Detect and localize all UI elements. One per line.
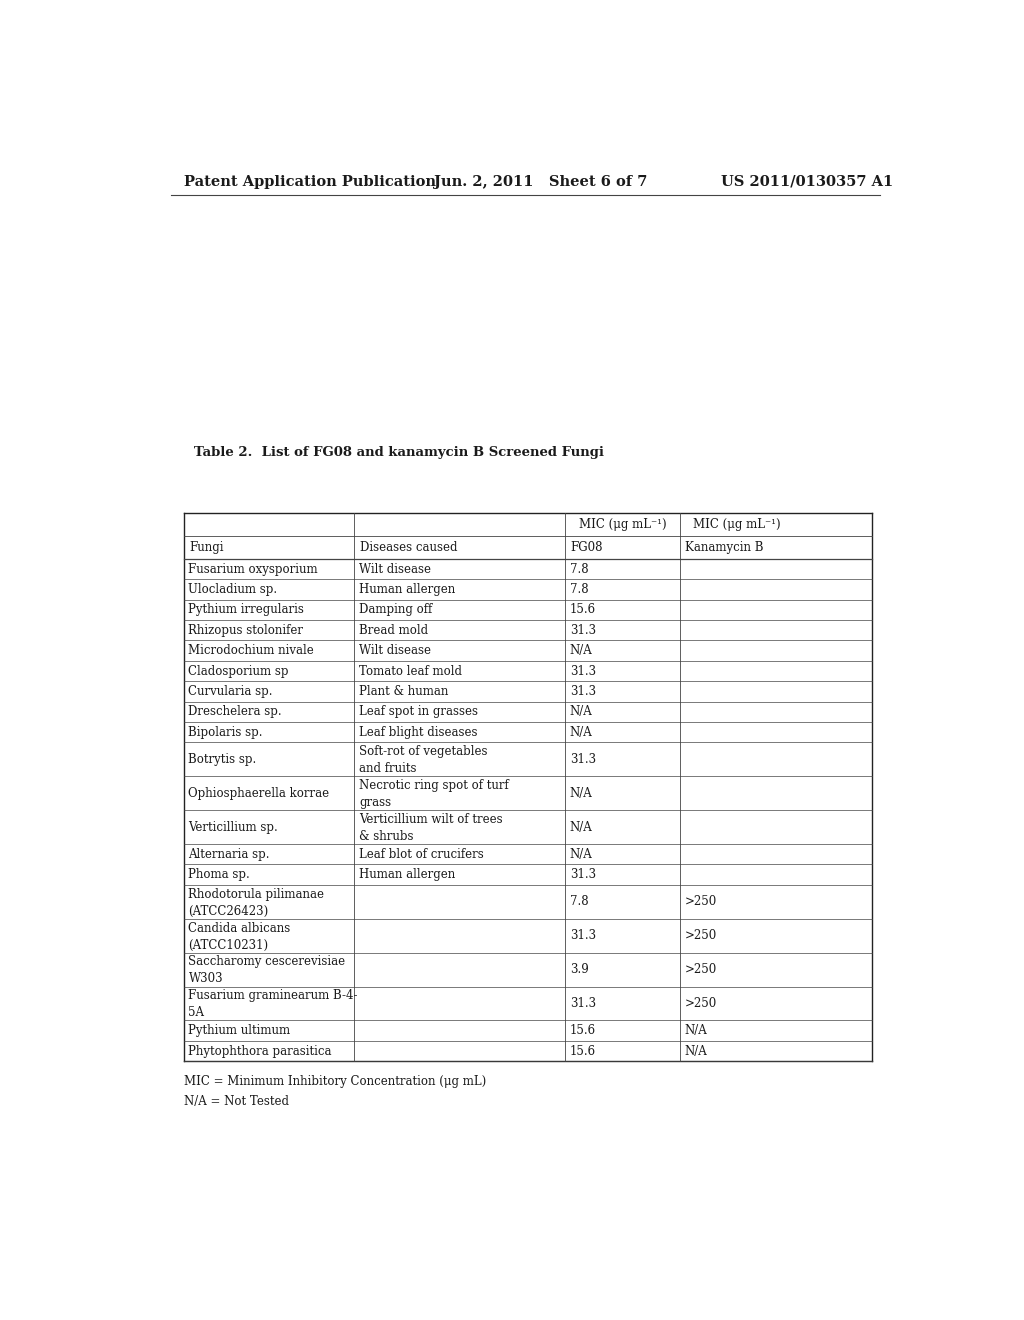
Text: 7.8: 7.8 <box>569 583 589 595</box>
Text: (ATCC10231): (ATCC10231) <box>188 939 268 952</box>
Text: Fusarium graminearum B-4-: Fusarium graminearum B-4- <box>188 990 358 1002</box>
Text: Wilt disease: Wilt disease <box>359 562 431 576</box>
Text: 5A: 5A <box>188 1006 205 1019</box>
Text: Jun. 2, 2011   Sheet 6 of 7: Jun. 2, 2011 Sheet 6 of 7 <box>434 174 647 189</box>
Text: >250: >250 <box>684 964 717 975</box>
Text: 7.8: 7.8 <box>569 562 589 576</box>
Text: Leaf blot of crucifers: Leaf blot of crucifers <box>359 847 483 861</box>
Text: Fungi: Fungi <box>189 541 223 554</box>
Text: Diseases caused: Diseases caused <box>359 541 458 554</box>
Text: N/A: N/A <box>569 847 593 861</box>
Text: Fusarium oxysporium: Fusarium oxysporium <box>188 562 318 576</box>
Text: grass: grass <box>359 796 391 809</box>
Text: (ATCC26423): (ATCC26423) <box>188 904 268 917</box>
Text: >250: >250 <box>684 895 717 908</box>
Text: Ophiosphaerella korrae: Ophiosphaerella korrae <box>188 787 330 800</box>
Text: Bread mold: Bread mold <box>359 624 428 636</box>
Text: 31.3: 31.3 <box>569 752 596 766</box>
Text: Candida albicans: Candida albicans <box>188 921 291 935</box>
Text: Human allergen: Human allergen <box>359 583 456 595</box>
Text: MIC (μg mL⁻¹): MIC (μg mL⁻¹) <box>579 517 667 531</box>
Text: Bipolaris sp.: Bipolaris sp. <box>188 726 263 739</box>
Text: Ulocladium sp.: Ulocladium sp. <box>188 583 278 595</box>
Text: 15.6: 15.6 <box>569 1024 596 1038</box>
Text: Verticillium wilt of trees: Verticillium wilt of trees <box>359 813 503 826</box>
Text: N/A: N/A <box>684 1024 708 1038</box>
Text: 31.3: 31.3 <box>569 664 596 677</box>
Text: 15.6: 15.6 <box>569 1044 596 1057</box>
Text: Patent Application Publication: Patent Application Publication <box>183 174 436 189</box>
Text: >250: >250 <box>684 929 717 942</box>
Text: Human allergen: Human allergen <box>359 869 456 882</box>
Text: MIC (μg mL⁻¹): MIC (μg mL⁻¹) <box>693 517 781 531</box>
Text: 31.3: 31.3 <box>569 997 596 1010</box>
Text: N/A: N/A <box>569 644 593 657</box>
Text: N/A: N/A <box>569 726 593 739</box>
Text: N/A = Not Tested: N/A = Not Tested <box>183 1096 289 1107</box>
Text: Dreschelera sp.: Dreschelera sp. <box>188 705 282 718</box>
Text: Rhizopus stolonifer: Rhizopus stolonifer <box>188 624 303 636</box>
Text: 31.3: 31.3 <box>569 869 596 882</box>
Text: US 2011/0130357 A1: US 2011/0130357 A1 <box>721 174 893 189</box>
Text: Soft-rot of vegetables: Soft-rot of vegetables <box>359 746 487 758</box>
Text: Botrytis sp.: Botrytis sp. <box>188 752 257 766</box>
Text: FG08: FG08 <box>570 541 603 554</box>
Text: Kanamycin B: Kanamycin B <box>685 541 764 554</box>
Text: Phytophthora parasitica: Phytophthora parasitica <box>188 1044 332 1057</box>
Text: >250: >250 <box>684 997 717 1010</box>
Text: Phoma sp.: Phoma sp. <box>188 869 250 882</box>
Text: Plant & human: Plant & human <box>359 685 449 698</box>
Text: 3.9: 3.9 <box>569 964 589 975</box>
Text: Saccharomy cescerevisiae: Saccharomy cescerevisiae <box>188 956 345 969</box>
Text: MIC = Minimum Inhibitory Concentration (μg mL): MIC = Minimum Inhibitory Concentration (… <box>183 1074 486 1088</box>
Text: 31.3: 31.3 <box>569 929 596 942</box>
Text: Table 2.  List of FG08 and kanamycin B Screened Fungi: Table 2. List of FG08 and kanamycin B Sc… <box>194 446 604 459</box>
Text: W303: W303 <box>188 973 223 986</box>
Text: 31.3: 31.3 <box>569 624 596 636</box>
Text: 7.8: 7.8 <box>569 895 589 908</box>
Text: and fruits: and fruits <box>359 762 417 775</box>
Text: Cladosporium sp: Cladosporium sp <box>188 664 289 677</box>
Text: Leaf blight diseases: Leaf blight diseases <box>359 726 477 739</box>
Text: Rhodotorula pilimanae: Rhodotorula pilimanae <box>188 888 325 900</box>
Text: Leaf spot in grasses: Leaf spot in grasses <box>359 705 478 718</box>
Text: Alternaria sp.: Alternaria sp. <box>188 847 270 861</box>
Text: Verticillium sp.: Verticillium sp. <box>188 821 279 834</box>
Text: N/A: N/A <box>569 821 593 834</box>
Text: 31.3: 31.3 <box>569 685 596 698</box>
Text: N/A: N/A <box>569 705 593 718</box>
Text: N/A: N/A <box>569 787 593 800</box>
Text: Damping off: Damping off <box>359 603 432 616</box>
Text: Pythium ultimum: Pythium ultimum <box>188 1024 291 1038</box>
Text: & shrubs: & shrubs <box>359 830 414 843</box>
Text: Necrotic ring spot of turf: Necrotic ring spot of turf <box>359 779 509 792</box>
Text: Microdochium nivale: Microdochium nivale <box>188 644 314 657</box>
Text: N/A: N/A <box>684 1044 708 1057</box>
Text: 15.6: 15.6 <box>569 603 596 616</box>
Text: Curvularia sp.: Curvularia sp. <box>188 685 273 698</box>
Text: Tomato leaf mold: Tomato leaf mold <box>359 664 462 677</box>
Text: Wilt disease: Wilt disease <box>359 644 431 657</box>
Text: Pythium irregularis: Pythium irregularis <box>188 603 304 616</box>
